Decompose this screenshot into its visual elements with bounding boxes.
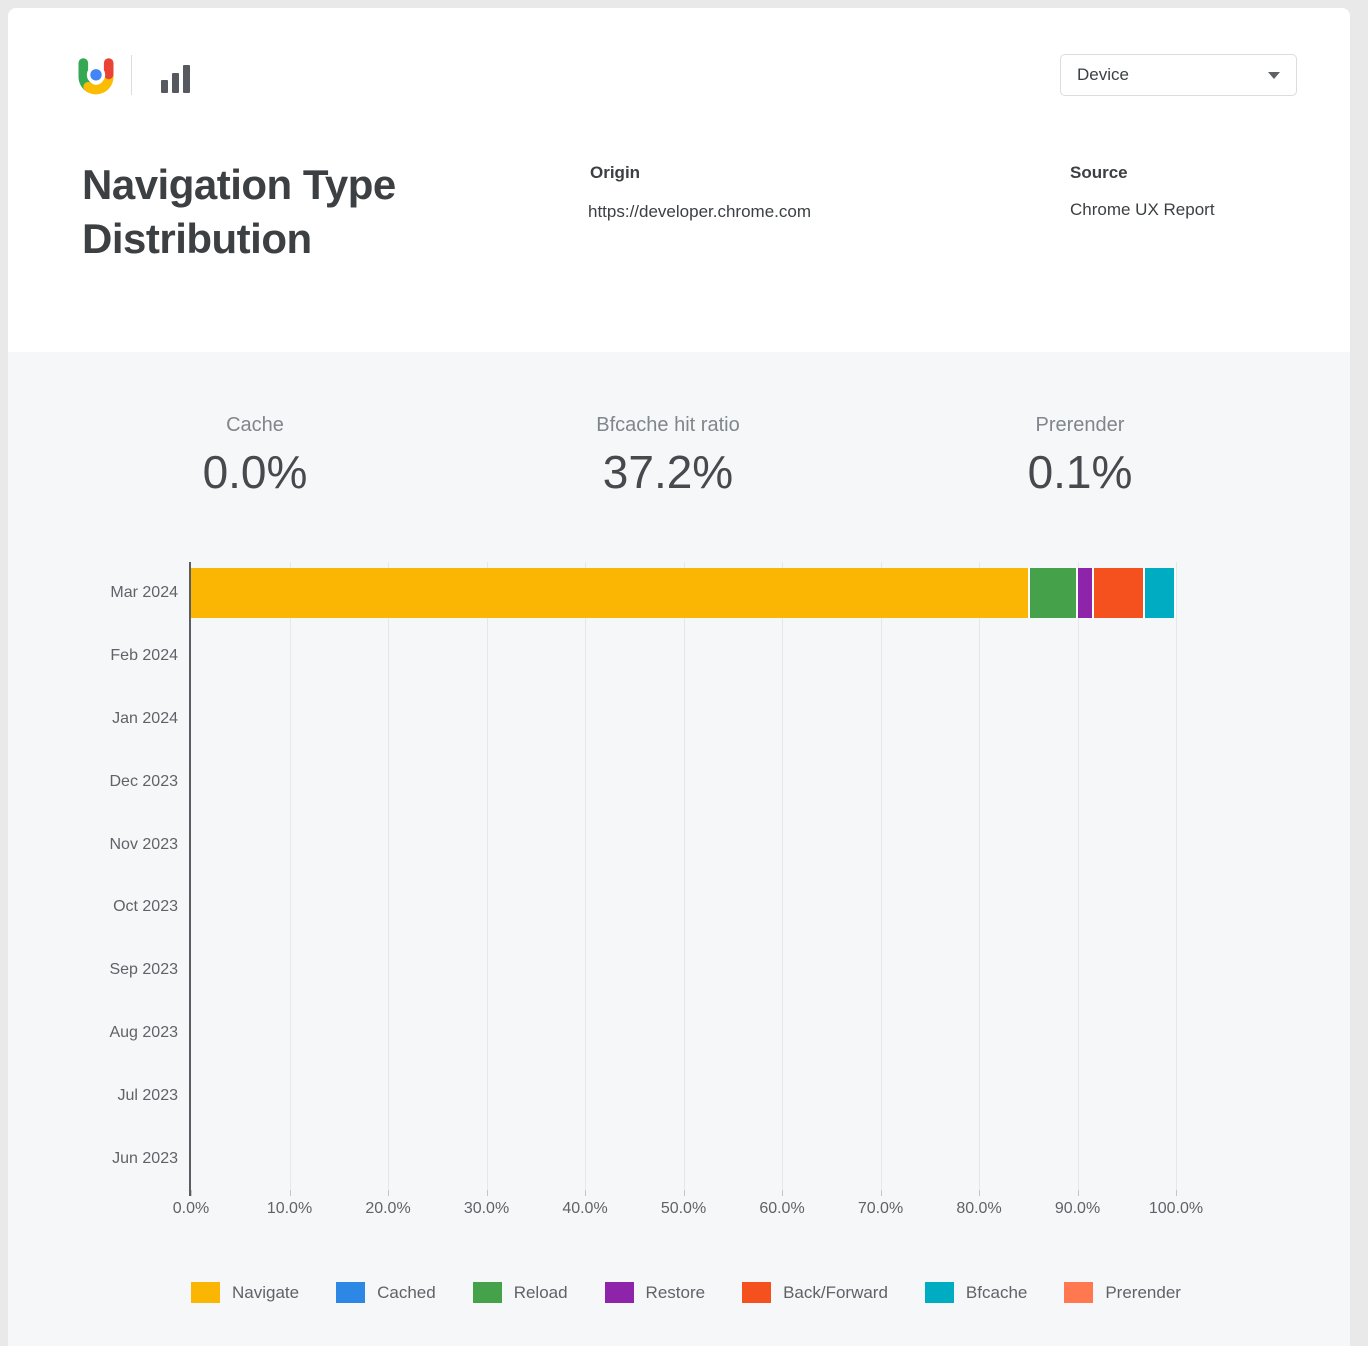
gridline — [388, 562, 389, 1190]
bar-segment-restore — [1076, 568, 1092, 619]
x-axis-tick — [683, 1190, 685, 1196]
bar-segment-reload — [1028, 568, 1076, 619]
legend-label: Navigate — [232, 1282, 300, 1302]
legend-swatch-icon — [604, 1282, 634, 1303]
x-axis-tick — [191, 1190, 192, 1196]
chart-legend: Navigate Cached Reload Restore Back/Forward B… — [191, 1282, 1181, 1303]
gridline — [486, 562, 488, 1190]
x-axis-tick — [486, 1190, 488, 1196]
x-axis-tick-label: 10.0% — [266, 1200, 313, 1217]
x-axis-tick — [1176, 1190, 1177, 1196]
x-axis-tick — [979, 1190, 980, 1196]
x-axis-tick — [880, 1190, 882, 1196]
stat-cache: Cache 0.0% — [203, 414, 308, 499]
legend-swatch-icon — [472, 1282, 502, 1303]
chevron-down-icon — [1268, 71, 1280, 79]
stacked-bar-row — [191, 568, 1176, 619]
stat-prerender: Prerender 0.1% — [1028, 414, 1133, 499]
device-dropdown-value: Device — [1077, 65, 1129, 84]
x-axis-tick-label: 70.0% — [857, 1200, 904, 1217]
y-axis-category-label: Sep 2023 — [109, 961, 178, 979]
y-axis-category-label: Jan 2024 — [112, 710, 178, 727]
source-value: Chrome UX Report — [1070, 200, 1215, 219]
y-axis-category-label: Jun 2023 — [112, 1149, 178, 1167]
origin-value: https://developer.chrome.com — [588, 202, 812, 221]
legend-swatch-icon — [924, 1282, 954, 1303]
bar-segment-prerender — [1174, 568, 1176, 619]
legend-swatch-icon — [1064, 1282, 1094, 1303]
y-axis-category-label: Aug 2023 — [109, 1024, 178, 1041]
legend-label: Cached — [377, 1282, 436, 1302]
y-axis-category-label: Dec 2023 — [109, 772, 179, 790]
x-axis-tick-label: 50.0% — [660, 1200, 707, 1217]
legend-label: Bfcache — [965, 1282, 1028, 1302]
source-label: Source — [1070, 163, 1128, 182]
header-divider — [131, 55, 132, 95]
chart-section: Cache 0.0% Bfcache hit ratio 37.2% Prere… — [8, 352, 1350, 1346]
x-axis-tick-label: 20.0% — [365, 1200, 411, 1217]
stat-cache-value: 0.0% — [202, 446, 308, 498]
x-axis-tick-label: 100.0% — [1148, 1200, 1204, 1217]
legend-swatch-icon — [191, 1282, 220, 1303]
x-axis-tick-label: 90.0% — [1054, 1200, 1101, 1217]
legend-label: Prerender — [1105, 1282, 1181, 1302]
legend-swatch-icon — [336, 1282, 366, 1303]
gridline — [585, 562, 586, 1190]
x-axis-tick-label: 30.0% — [463, 1200, 510, 1217]
legend-label: Back/Forward — [783, 1282, 888, 1302]
x-axis-tick — [782, 1190, 783, 1196]
stat-bfcache-hit-ratio-value: 37.2% — [602, 446, 734, 498]
legend-item-navigate: Navigate — [191, 1282, 299, 1303]
legend-item-back-forward: Back/Forward — [742, 1282, 888, 1303]
gridline — [1176, 562, 1177, 1190]
y-axis-category-label: Nov 2023 — [109, 835, 179, 853]
stat-bfcache-hit-ratio: Bfcache hit ratio 37.2% — [596, 414, 739, 499]
stat-bfcache-hit-ratio-label: Bfcache hit ratio — [596, 414, 740, 436]
x-axis-tick-label: 60.0% — [759, 1200, 805, 1217]
legend-label: Restore — [645, 1282, 706, 1302]
y-axis-line — [189, 562, 191, 1196]
legend-swatch-icon — [742, 1282, 772, 1303]
y-axis-category-label: Jul 2023 — [117, 1086, 179, 1104]
crux-logo-icon — [75, 53, 117, 101]
legend-label: Reload — [513, 1282, 568, 1302]
x-axis-tick — [388, 1190, 389, 1196]
bar-chart-icon — [158, 62, 194, 96]
y-axis-category-label: Mar 2024 — [110, 584, 178, 602]
gridline — [1077, 562, 1079, 1190]
y-axis-category-label: Feb 2024 — [110, 647, 178, 665]
stat-prerender-label: Prerender — [1035, 414, 1125, 436]
gridline — [782, 562, 783, 1190]
bar-segment-navigate — [191, 568, 1028, 619]
x-axis-tick — [585, 1190, 586, 1196]
legend-item-cached: Cached — [336, 1282, 436, 1303]
gridline — [979, 562, 980, 1190]
gridline — [289, 562, 291, 1190]
navigation-type-chart: 0.0% 10.0% 20.0% 30.0% 40.0% 50.0% 60.0% 70.0% 8… — [8, 352, 1350, 1346]
legend-item-bfcache: Bfcache — [924, 1282, 1028, 1303]
y-axis-category-label: Oct 2023 — [113, 898, 178, 916]
legend-item-prerender: Prerender — [1064, 1282, 1181, 1303]
stat-prerender-value: 0.1% — [1027, 446, 1133, 498]
origin-label: Origin — [590, 163, 641, 182]
legend-item-restore: Restore — [604, 1282, 706, 1303]
gridline — [683, 562, 685, 1190]
x-axis-tick — [289, 1190, 291, 1196]
x-axis-tick-label: 80.0% — [956, 1200, 1002, 1217]
x-axis-tick-label: 0.0% — [172, 1200, 210, 1217]
legend-item-reload: Reload — [472, 1282, 568, 1303]
crux-dashboard-card: Device Navigation Type Distribution Orig… — [8, 8, 1350, 1346]
page-title: Navigation Type Distribution — [82, 161, 396, 262]
x-axis-tick-label: 40.0% — [562, 1200, 608, 1217]
bar-segment-bfcache — [1143, 568, 1174, 619]
bar-segment-back-forward — [1092, 568, 1143, 619]
gridline — [880, 562, 882, 1190]
device-dropdown[interactable]: Device — [1060, 54, 1297, 96]
stat-cache-label: Cache — [226, 414, 284, 436]
x-axis-tick — [1077, 1190, 1079, 1196]
